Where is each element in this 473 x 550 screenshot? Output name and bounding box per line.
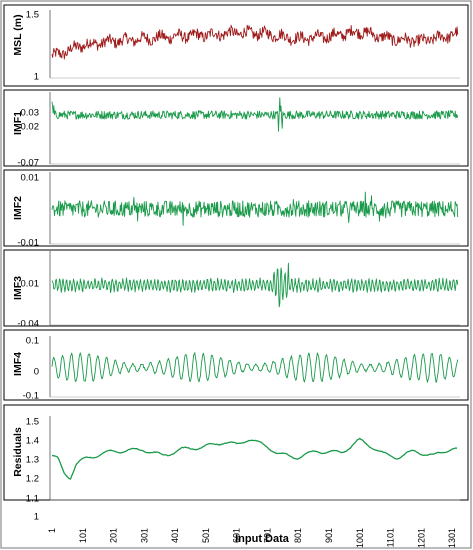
y-tick-label: 1 (34, 72, 39, 83)
x-tick-label: 1201 (416, 528, 426, 548)
series-line (51, 97, 459, 132)
y-tick-label: 0.03 (21, 108, 40, 119)
y-axis-label: IMF2 (12, 196, 24, 220)
y-tick-label: -0.01 (17, 238, 39, 249)
x-tick-label: 301 (139, 528, 149, 543)
y-axis-label: IMF1 (12, 111, 24, 135)
x-tick-label: 101 (78, 528, 88, 543)
x-axis-title: Input Data (235, 533, 290, 545)
panels-group: MSL (m) 1.51IMF10.030.02-0.07IMF20.01-0.0… (3, 4, 469, 523)
y-tick-label: 0.1 (26, 336, 39, 347)
x-tick-label: 201 (109, 528, 119, 543)
x-tick-label: 701 (262, 528, 272, 543)
panel-frame (3, 404, 469, 501)
y-axis-label: MSL (m) (12, 14, 24, 55)
series-line (51, 262, 459, 308)
y-axis-label: Residuals (12, 427, 24, 477)
x-tick-label: 1301 (447, 528, 457, 548)
panel-frame (3, 89, 469, 167)
series-line (51, 352, 459, 383)
x-tick-label: 601 (232, 528, 242, 543)
x-tick-label: 501 (201, 528, 211, 543)
y-tick-label: -0.07 (17, 158, 39, 169)
series-line (51, 437, 458, 480)
panel-1: MSL (m) 1.5 1 (3, 4, 469, 87)
panel-3: IMF2 0.01 -0.01 (3, 169, 469, 249)
series-line (51, 24, 459, 60)
y-tick-label: -0.1 (23, 391, 39, 402)
x-tick-label: 401 (170, 528, 180, 543)
y-tick-label: 0.01 (21, 279, 40, 290)
x-tick-label: 1101 (386, 528, 396, 547)
panel-frame (3, 249, 469, 327)
panel-frame (3, 4, 469, 87)
x-axis: 1 101 201 301 401 501 601 701 801 901 1001 1101 1201… (47, 528, 457, 548)
y-tick-label: 1.2 (26, 474, 39, 485)
y-tick-label: 1 (34, 512, 39, 523)
y-tick-label: 0.02 (21, 122, 40, 133)
y-tick-label: 1.1 (26, 494, 39, 505)
series-line (51, 191, 459, 226)
x-tick-label: 1001 (355, 528, 365, 548)
y-tick-label: 1.4 (26, 436, 39, 447)
y-tick-label: 1.5 (26, 417, 39, 428)
y-tick-label: 1.3 (26, 455, 39, 466)
x-tick-label: 1 (47, 528, 57, 533)
panel-frame (3, 329, 469, 401)
y-tick-label: 0.01 (21, 173, 40, 184)
y-tick-label: 1.5 (26, 10, 39, 21)
y-axis-label: IMF3 (12, 276, 24, 300)
y-tick-label: 0 (34, 367, 39, 378)
y-tick-label: -0.04 (17, 319, 39, 330)
y-axis-label: IMF4 (12, 352, 24, 376)
x-tick-label: 901 (324, 528, 334, 543)
x-tick-label: 801 (293, 528, 303, 543)
